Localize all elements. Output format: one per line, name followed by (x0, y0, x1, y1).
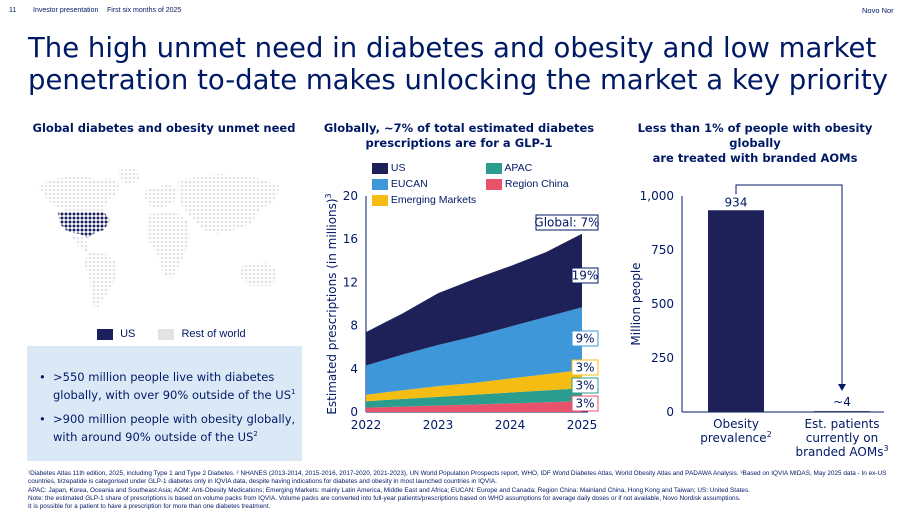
footnote-4: It is possible for a patient to have a p… (28, 503, 271, 511)
north-america-shape (38, 175, 120, 215)
section-label: Investor presentation (33, 7, 99, 14)
bullet-diabetes-sup: 1 (291, 388, 296, 396)
callout-em: 3% (575, 361, 594, 375)
middle-heading-line-2: prescriptions are for a GLP-1 (365, 136, 553, 150)
bullet-obesity: >900 million people with obesity globall… (39, 411, 302, 445)
arrow-head (838, 384, 846, 391)
bar-2-value: ~4 (833, 395, 851, 409)
callout-eucan: 9% (575, 332, 594, 346)
y-tick-label: 20 (343, 189, 358, 203)
legend-us-swatch (372, 162, 388, 174)
bullet-obesity-text: >900 million people with obesity globall… (53, 411, 296, 444)
central-america-shape (70, 234, 90, 252)
australia-shape (240, 262, 278, 286)
rest-swatch (158, 328, 175, 340)
brand-label: Novo Nor (862, 6, 894, 15)
y-tick-label: 16 (343, 232, 358, 246)
left-heading: Global diabetes and obesity unmet need (32, 121, 296, 135)
y-tick-label: 4 (350, 362, 358, 376)
bar-2 (814, 411, 870, 413)
world-map (38, 168, 280, 310)
legend-china-text: Region China (504, 178, 569, 190)
africa-shape (146, 212, 190, 278)
period-label: First six months of 2025 (107, 7, 182, 14)
page-number: 11 (9, 7, 17, 14)
legend-us-label: US (120, 328, 136, 341)
bar-y-tick-label: 1,000 (640, 189, 674, 203)
right-heading-line-2: are treated with branded AOMs (652, 151, 858, 165)
europe-shape (144, 184, 178, 208)
callout-us-box (571, 267, 599, 284)
bar-y-axis-label: Million people (629, 262, 643, 345)
callout-em-box (571, 359, 599, 376)
bar-y-tick-label: 750 (651, 243, 674, 257)
bullet-obesity-sup: 2 (253, 429, 258, 438)
comparison-arrow (735, 184, 843, 388)
legend-apac-swatch (486, 162, 502, 174)
area-region-china (366, 401, 582, 412)
footnote-3: Note: the estimated GLP-1 share of presc… (28, 494, 741, 502)
us-shape (58, 212, 110, 238)
footnote-2: APAC: Japan, Korea, Oceania and Southeas… (28, 486, 750, 494)
legend-rest-label: Rest of world (181, 328, 246, 341)
bar-y-tick-label: 500 (651, 297, 674, 311)
legend-em-swatch (372, 194, 388, 206)
y-axis-label: Estimated prescriptions (in millions)3 (324, 193, 339, 414)
callout-china: 3% (575, 397, 594, 411)
title-line-2: penetration to-date makes unlocking the … (28, 64, 888, 96)
title-line-1: The high unmet need in diabetes and obes… (28, 32, 877, 64)
right-heading-line-1: Less than 1% of people with obesity glob… (637, 121, 873, 150)
us-swatch (97, 328, 113, 340)
map-legend: US Rest of world (97, 328, 246, 340)
bullet-diabetes-text: >550 million people live with diabetes g… (53, 370, 291, 402)
legend-china-swatch (486, 178, 502, 190)
bullet-diabetes: >550 million people live with diabetes g… (39, 370, 302, 403)
south-america-shape (84, 252, 118, 310)
footnotes: ¹Diabetes Atlas 11th edition, 2025, incl… (28, 470, 888, 511)
legend-em-text: Emerging Markets (390, 194, 477, 206)
bar-1 (708, 210, 764, 412)
legend-eucan-swatch (372, 178, 388, 190)
legend-eucan-text: EUCAN (390, 178, 428, 190)
bar-1-category: Obesity prevalence2 (700, 417, 772, 445)
area-emerging-markets (366, 369, 582, 402)
callout-eucan-box (571, 330, 599, 347)
legend-us-text: US (390, 162, 406, 174)
asia-shape (178, 174, 280, 234)
bar-y-tick-label: 0 (666, 405, 674, 419)
callout-global-box (535, 214, 599, 231)
middle-heading: Globally, ~7% of total estimated diabete… (318, 121, 600, 151)
right-heading: Less than 1% of people with obesity glob… (614, 121, 896, 166)
callout-apac-box (571, 377, 599, 394)
area-eucan (366, 307, 582, 395)
bar-1-value: 934 (725, 195, 748, 209)
callout-apac: 3% (575, 379, 594, 393)
callout-china-box (571, 395, 599, 412)
bar-y-tick-label: 250 (651, 351, 674, 365)
callout-us: 19% (572, 269, 599, 283)
page-title: The high unmet need in diabetes and obes… (28, 32, 888, 96)
x-tick-label: 2023 (423, 418, 454, 432)
legend-apac-text: APAC (504, 162, 533, 174)
middle-heading-line-1: Globally, ~7% of total estimated diabete… (323, 121, 595, 135)
bar-2-category: Est. patients currently on branded AOMs3 (795, 417, 888, 459)
y-tick-label: 8 (350, 319, 358, 333)
y-tick-label: 0 (350, 405, 358, 419)
key-facts-box: >550 million people live with diabetes g… (27, 346, 302, 461)
footnote-1: ¹Diabetes Atlas 11th edition, 2025, incl… (28, 470, 887, 486)
callout-global: Global: 7% (534, 216, 599, 230)
area-us (366, 233, 582, 366)
greenland-shape (118, 168, 140, 186)
y-tick-label: 12 (343, 275, 358, 289)
x-tick-label: 2022 (351, 418, 382, 432)
x-tick-label: 2025 (567, 418, 598, 432)
area-chart: 0 4 8 12 16 20 2022 2023 2024 2025 Estimated presc… (324, 189, 600, 432)
bar-chart: 0 250 500 750 1,000 Million people 934 ~4 Obesit… (629, 184, 889, 459)
x-tick-label: 2024 (495, 418, 526, 432)
